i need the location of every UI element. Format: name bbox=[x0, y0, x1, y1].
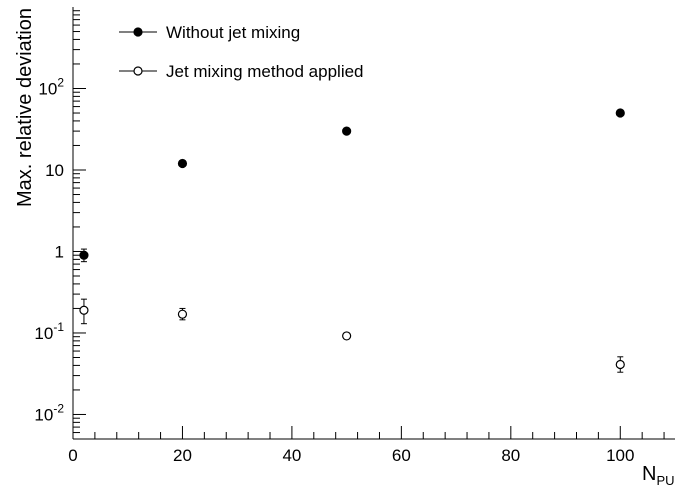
x-tick-label: 100 bbox=[606, 446, 634, 465]
legend-marker bbox=[133, 66, 143, 76]
y-tick-label: 10-1 bbox=[34, 320, 64, 343]
series-2-point bbox=[79, 305, 89, 315]
series-1-point bbox=[79, 250, 89, 260]
axes bbox=[72, 7, 675, 440]
series-2-point bbox=[177, 309, 188, 319]
y-tick-label: 10 bbox=[45, 161, 64, 180]
y-tick-label: 10-2 bbox=[34, 401, 64, 424]
x-tick-label: 60 bbox=[392, 446, 411, 465]
x-axis-title-subscript: PU bbox=[656, 473, 674, 488]
legend: Without jet mixing Jet mixing method appl… bbox=[119, 23, 364, 81]
series-1-point bbox=[342, 126, 352, 136]
y-axis-title: Max. relative deviation bbox=[14, 8, 36, 207]
y-tick-label: 102 bbox=[38, 75, 64, 98]
legend-label: Jet mixing method applied bbox=[166, 62, 364, 81]
series-2-point bbox=[615, 359, 625, 370]
data-marks bbox=[79, 108, 625, 373]
legend-label: Without jet mixing bbox=[166, 23, 300, 42]
y-axis-ticks: 10-2 10-1 1 10 102 bbox=[34, 10, 86, 440]
series-1-point bbox=[615, 108, 625, 118]
x-tick-label: 80 bbox=[501, 446, 520, 465]
x-tick-label: 0 bbox=[68, 446, 77, 465]
x-tick-label: 20 bbox=[173, 446, 192, 465]
y-tick-label: 1 bbox=[55, 242, 64, 261]
x-axis-title: NPU bbox=[642, 463, 675, 488]
x-axis-ticks: 0 20 40 60 80 100 bbox=[68, 426, 665, 465]
legend-marker bbox=[133, 27, 143, 37]
series-1-point bbox=[177, 158, 188, 169]
series-2-point bbox=[342, 331, 352, 341]
x-tick-label: 40 bbox=[282, 446, 301, 465]
x-axis-title-main: N bbox=[642, 463, 656, 485]
